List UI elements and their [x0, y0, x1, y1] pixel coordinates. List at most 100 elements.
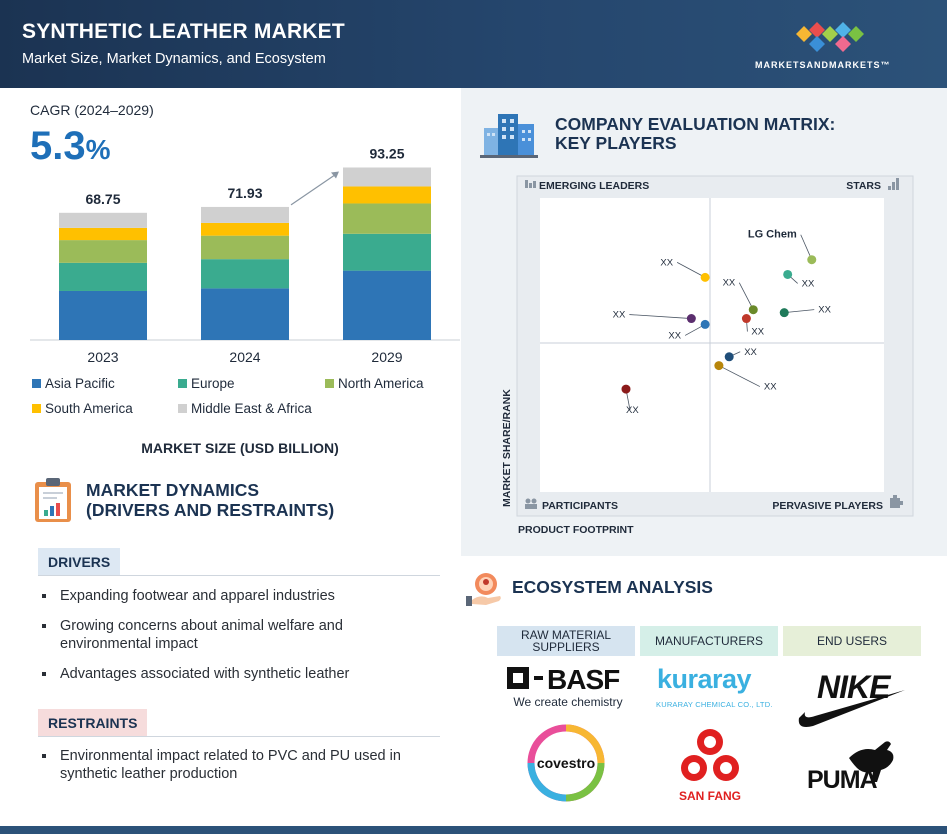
restraints-tab: RESTRAINTS [38, 709, 148, 737]
legend-swatch [178, 404, 187, 413]
bar-segment [201, 235, 289, 260]
driver-text: environmental impact [60, 636, 198, 652]
legend-label: Europe [191, 376, 235, 391]
player-point [807, 255, 817, 265]
legend-item: Asia Pacific [32, 376, 115, 391]
legend-label: North America [338, 376, 424, 391]
matrix-plot-area [540, 198, 884, 492]
sanfang-wordmark: SAN FANG [679, 789, 741, 803]
player-point [621, 384, 631, 394]
clipboard-chart-icon [35, 478, 71, 522]
bullet-icon [42, 672, 46, 676]
matrix-y-axis-label: MARKET SHARE/RANK [501, 389, 513, 507]
player-label: XX [613, 310, 626, 321]
nike-wordmark: NIKE [817, 669, 892, 705]
player-point [779, 308, 789, 318]
basf-logo: BASF [507, 664, 621, 692]
stars-icon [888, 178, 899, 190]
pervasive-players-icon [890, 495, 903, 508]
bullet-icon [42, 624, 46, 628]
matrix-title: COMPANY EVALUATION MATRIX: KEY PLAYERS [555, 115, 835, 153]
quadrant-participants: PARTICIPANTS [542, 500, 618, 512]
kuraray-subtitle: KURARAY CHEMICAL CO., LTD. [656, 700, 773, 709]
quadrant-pervasive-players: PERVASIVE PLAYERS [772, 500, 883, 512]
growth-arrow-line [290, 172, 338, 206]
bar-total-label: 68.75 [85, 191, 120, 207]
driver-item: Growing concerns about animal welfare an… [42, 617, 343, 653]
player-point [700, 319, 710, 329]
legend-swatch [32, 379, 41, 388]
legend-swatch [178, 379, 187, 388]
player-leader-line [800, 234, 813, 260]
legend-item: Middle East & Africa [178, 401, 312, 416]
matrix-title-line2: KEY PLAYERS [555, 133, 677, 153]
restraint-item: Environmental impact related to PVC and … [42, 747, 401, 783]
legend-label: South America [45, 401, 133, 416]
player-label: XX [660, 257, 673, 268]
player-label: LG Chem [748, 229, 797, 241]
covestro-wordmark: covestro [537, 755, 595, 771]
drivers-tab: DRIVERS [38, 548, 121, 576]
quadrant-emerging-leaders: EMERGING LEADERS [539, 180, 649, 192]
player-point [783, 269, 793, 279]
market-size-chart: 68.75 2023 71.93 2024 93.25 2029 [30, 145, 460, 365]
player-label: XX [764, 382, 777, 393]
cagr-label: CAGR (2024–2029) [30, 102, 154, 118]
emerging-leaders-icon [525, 180, 536, 188]
player-point [700, 272, 710, 282]
matrix-title-line1: COMPANY EVALUATION MATRIX: [555, 114, 836, 134]
legend-item: North America [325, 376, 424, 391]
player-label: XX [744, 347, 757, 358]
player-label: XX [818, 305, 831, 316]
ecosystem-column-manufacturers: MANUFACTURERS [640, 626, 778, 656]
bar-segment [343, 233, 431, 271]
dynamics-title-line2: (DRIVERS AND RESTRAINTS) [86, 500, 335, 520]
player-point [724, 352, 734, 362]
kuraray-wordmark: kuraray [657, 664, 752, 694]
bar-segment [343, 186, 431, 204]
manufacturers-label: MANUFACTURERS [654, 634, 763, 648]
restraints-divider [38, 736, 440, 737]
legend-item: South America [32, 401, 133, 416]
ecosystem-column-raw-material: RAW MATERIAL SUPPLIERS [497, 626, 635, 656]
ecosystem-column-end-users: END USERS [783, 626, 921, 656]
legend-swatch [32, 404, 41, 413]
player-leader-line [738, 282, 754, 310]
bar-segment [59, 262, 147, 291]
bar-total-label: 93.25 [369, 145, 404, 161]
market-size-axis-label: MARKET SIZE (USD BILLION) [141, 440, 339, 456]
player-leader-line [676, 262, 706, 278]
covestro-logo: covestro [527, 724, 605, 802]
player-label: XX [626, 405, 639, 416]
bullet-icon [42, 754, 46, 758]
player-leader-line [784, 309, 815, 314]
bar-segment [343, 270, 431, 340]
cagr-number: 5.3 [30, 124, 86, 168]
x-tick-label: 2023 [87, 349, 118, 365]
nike-logo: NIKE [798, 669, 905, 727]
bar-segment [201, 206, 289, 223]
legend-item: Europe [178, 376, 235, 391]
quadrant-stars: STARS [846, 180, 881, 192]
buildings-icon [480, 114, 538, 158]
raw-material-label-line2: SUPPLIERS [532, 640, 600, 654]
driver-text: Growing concerns about animal welfare an… [60, 618, 343, 634]
bar-segment [201, 222, 289, 236]
participants-icon [525, 498, 537, 509]
driver-text: Expanding footwear and apparel industrie… [60, 588, 335, 604]
ecosystem-title: ECOSYSTEM ANALYSIS [512, 577, 713, 597]
player-label: XX [802, 278, 815, 289]
driver-text: Advantages associated with synthetic lea… [60, 666, 350, 682]
bar-segment [201, 259, 289, 289]
puma-cat-icon [849, 741, 894, 782]
drivers-divider [38, 575, 440, 576]
marketsandmarkets-logo-icon [796, 22, 864, 52]
marketsandmarkets-logo-text: MARKETSANDMARKETS™ [755, 60, 891, 70]
nike-swoosh-icon [798, 690, 905, 727]
restraint-text: Environmental impact related to PVC and … [60, 748, 401, 764]
evaluation-matrix: EMERGING LEADERS STARS PARTICIPANTS PERV… [501, 175, 914, 536]
legend-label: Asia Pacific [45, 376, 115, 391]
basf-wordmark: BASF [547, 664, 620, 692]
bar-segment [59, 212, 147, 228]
player-point [686, 314, 696, 324]
